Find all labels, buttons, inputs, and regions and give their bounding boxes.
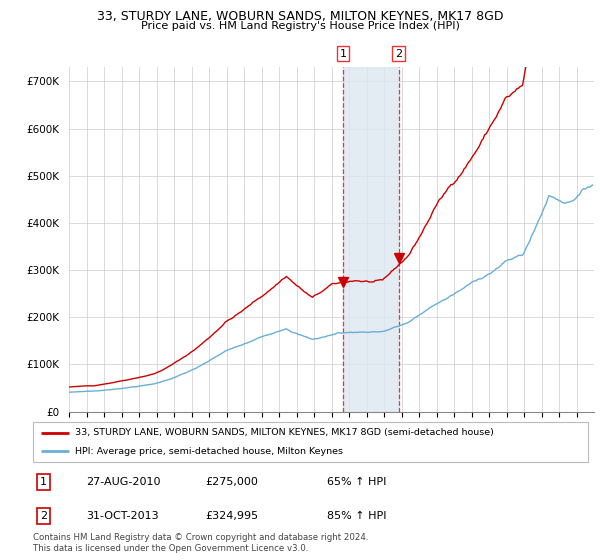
Text: £324,995: £324,995: [205, 511, 258, 521]
Text: 1: 1: [40, 477, 47, 487]
Text: £275,000: £275,000: [205, 477, 258, 487]
Text: 65% ↑ HPI: 65% ↑ HPI: [327, 477, 386, 487]
Text: 33, STURDY LANE, WOBURN SANDS, MILTON KEYNES, MK17 8GD (semi-detached house): 33, STURDY LANE, WOBURN SANDS, MILTON KE…: [74, 428, 493, 437]
Text: 31-OCT-2013: 31-OCT-2013: [86, 511, 158, 521]
Text: Price paid vs. HM Land Registry's House Price Index (HPI): Price paid vs. HM Land Registry's House …: [140, 21, 460, 31]
Text: 2: 2: [40, 511, 47, 521]
Text: HPI: Average price, semi-detached house, Milton Keynes: HPI: Average price, semi-detached house,…: [74, 447, 343, 456]
Text: 85% ↑ HPI: 85% ↑ HPI: [327, 511, 386, 521]
Text: 27-AUG-2010: 27-AUG-2010: [86, 477, 160, 487]
Text: 2: 2: [395, 49, 402, 59]
Text: 1: 1: [340, 49, 346, 59]
Bar: [343, 67, 398, 412]
Text: 33, STURDY LANE, WOBURN SANDS, MILTON KEYNES, MK17 8GD: 33, STURDY LANE, WOBURN SANDS, MILTON KE…: [97, 10, 503, 23]
Text: Contains HM Land Registry data © Crown copyright and database right 2024.
This d: Contains HM Land Registry data © Crown c…: [33, 533, 368, 553]
FancyBboxPatch shape: [33, 422, 588, 462]
